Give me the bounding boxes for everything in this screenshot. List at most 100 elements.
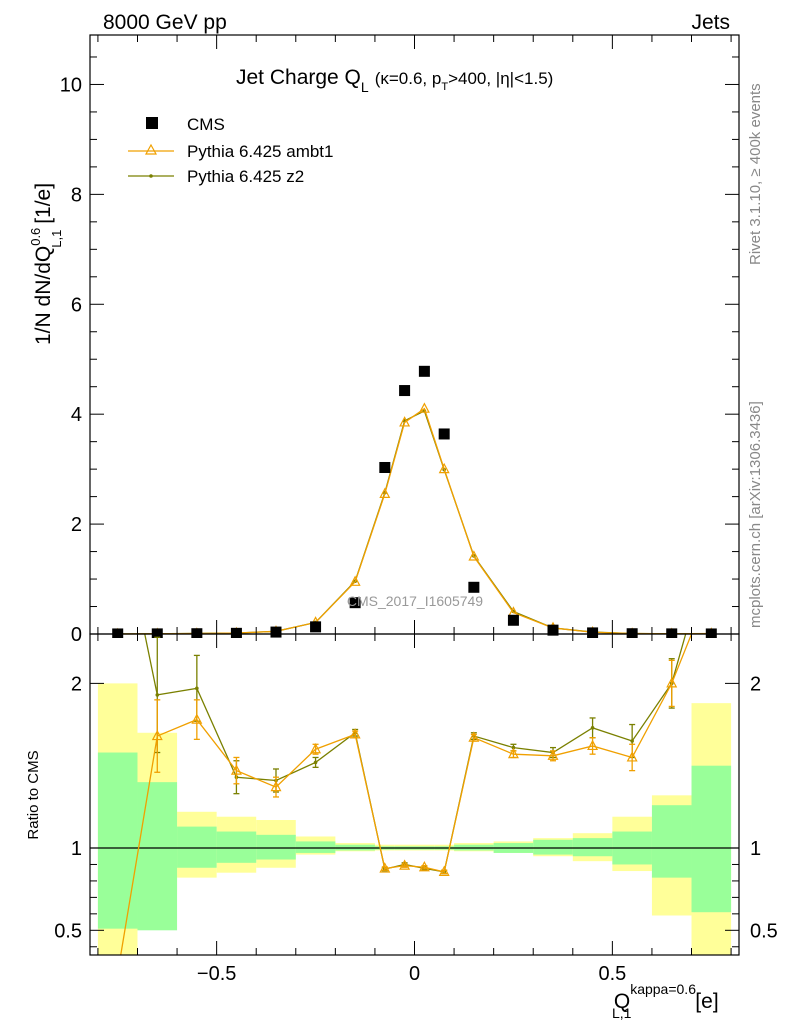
stat-band bbox=[691, 765, 732, 913]
ratio-point-ambt1 bbox=[349, 728, 361, 739]
ratio-tick-label-left: 1 bbox=[71, 838, 82, 860]
ratio-point-ambt1 bbox=[310, 742, 322, 754]
stat-band bbox=[97, 752, 138, 929]
ratio-point-ambt1 bbox=[399, 859, 411, 870]
stat-band bbox=[295, 841, 336, 853]
y-axis-label-b: [1/e] bbox=[32, 183, 55, 230]
cms-data-point bbox=[151, 628, 163, 638]
header-process-label: Jets bbox=[691, 11, 730, 34]
ratio-point-z2 bbox=[195, 686, 199, 691]
ratio-point-ambt1 bbox=[191, 713, 203, 724]
ratio-point-z2 bbox=[511, 745, 516, 750]
ratio-point-ambt1 bbox=[270, 780, 282, 792]
ratio-tick-label-left: 0.5 bbox=[54, 920, 82, 942]
ratio-point-ambt1 bbox=[230, 764, 242, 775]
ratio-line-ambt1 bbox=[120, 634, 693, 955]
legend-ambt1-label: Pythia 6.425 ambt1 bbox=[187, 142, 333, 161]
x-tick-label: 0.5 bbox=[598, 963, 626, 985]
ratio-point-ambt1 bbox=[113, 968, 122, 977]
cms-data-point bbox=[705, 628, 717, 638]
main-point-ambt1 bbox=[418, 402, 430, 413]
ratio-panel-data bbox=[113, 501, 716, 977]
ratio-point-ambt1 bbox=[707, 580, 716, 589]
main-line-ambt1 bbox=[117, 407, 712, 635]
x-axis-label-b: [e] bbox=[689, 990, 718, 1013]
ratio-point-ambt1 bbox=[418, 860, 430, 872]
y-axis-label-sup: 0.6 bbox=[28, 228, 43, 246]
ratio-tick-label-right: 2 bbox=[750, 673, 761, 695]
chart-title-main: Jet Charge Q bbox=[236, 66, 361, 89]
rivet-version-label: Rivet 3.1.10, ≥ 400k events bbox=[747, 83, 764, 265]
chart-title: Jet Charge QL (κ=0.6, pT>400, |η|<1.5) bbox=[236, 66, 553, 95]
stat-band bbox=[256, 834, 296, 860]
chart-title-cond-b: >400, |η|<1.5) bbox=[448, 69, 553, 88]
cms-data-point bbox=[507, 614, 519, 626]
ratio-point-ambt1 bbox=[666, 677, 678, 688]
ratio-point-z2 bbox=[116, 501, 120, 505]
cms-data-point bbox=[547, 624, 559, 636]
cms-data-point bbox=[349, 597, 361, 609]
stat-band bbox=[137, 782, 178, 931]
ratio-point-z2 bbox=[155, 693, 160, 697]
stat-band bbox=[572, 838, 613, 857]
stat-band bbox=[177, 826, 217, 868]
ratio-point-ambt1 bbox=[468, 731, 480, 742]
y-tick-label: 10 bbox=[60, 74, 82, 96]
stat-band bbox=[651, 805, 692, 878]
main-point-ambt1 bbox=[399, 416, 411, 427]
chart-title-sub: L bbox=[361, 79, 369, 95]
main-point-ambt1 bbox=[438, 462, 450, 474]
ratio-axis-label: Ratio to CMS bbox=[25, 750, 42, 839]
legend: CMS Pythia 6.425 ambt1 Pythia 6.425 z2 bbox=[128, 115, 333, 186]
y-axis-label-sub: L,1 bbox=[49, 230, 64, 248]
cms-data-point bbox=[310, 621, 322, 633]
cms-data-point bbox=[468, 581, 480, 593]
ratio-point-ambt1 bbox=[587, 739, 599, 751]
x-axis-label-a: Q bbox=[614, 990, 630, 1013]
main-point-ambt1 bbox=[379, 487, 391, 498]
ratio-point-z2 bbox=[313, 760, 318, 765]
ratio-point-ambt1 bbox=[507, 747, 519, 759]
y-tick-label: 8 bbox=[71, 184, 82, 206]
chart-title-cond-sub: T bbox=[441, 81, 448, 93]
y-axis-label-a: 1/N dN/dQ bbox=[32, 246, 55, 345]
ratio-point-z2 bbox=[630, 739, 634, 743]
x-axis-label-sup: kappa=0.6 bbox=[630, 981, 696, 997]
cms-data-point bbox=[230, 627, 242, 638]
ratio-point-ambt1 bbox=[151, 729, 163, 741]
stat-band bbox=[216, 831, 257, 863]
main-panel-data bbox=[112, 365, 717, 638]
x-axis-label: Qkappa=0.6 L,1 [e] bbox=[612, 981, 719, 1021]
cms-data-point bbox=[587, 627, 599, 638]
ratio-tick-label-left: 2 bbox=[71, 673, 82, 695]
cms-data-point bbox=[270, 626, 282, 638]
header-energy-label: 8000 GeV pp bbox=[103, 11, 227, 34]
ratio-point-ambt1 bbox=[626, 751, 638, 762]
legend-z2-marker bbox=[149, 174, 153, 178]
legend-cms-label: CMS bbox=[187, 115, 225, 134]
y-tick-label: 6 bbox=[71, 294, 82, 316]
cms-data-point bbox=[399, 385, 411, 397]
ratio-tick-label-right: 0.5 bbox=[750, 920, 778, 942]
mcplots-reference-label: mcplots.cern.ch [arXiv:1306.3436] bbox=[747, 401, 764, 628]
x-tick-label: −0.5 bbox=[197, 963, 236, 985]
ratio-frame bbox=[89, 633, 740, 956]
x-tick-label: 0 bbox=[409, 963, 420, 985]
cms-data-point bbox=[666, 628, 678, 638]
main-point-ambt1 bbox=[349, 575, 361, 586]
y-tick-label: 2 bbox=[71, 514, 82, 536]
ratio-point-ambt1 bbox=[379, 862, 391, 873]
legend-z2-label: Pythia 6.425 z2 bbox=[187, 167, 304, 186]
legend-cms-marker bbox=[146, 117, 158, 129]
chart-title-cond-a: (κ=0.6, p bbox=[375, 69, 442, 88]
ratio-point-z2 bbox=[709, 542, 713, 546]
axes: −0.5 0 0.5 0 2 4 6 8 10 0.5 0.5 1 1 2 2 bbox=[54, 35, 778, 985]
legend-ambt1-marker bbox=[144, 143, 158, 155]
cms-data-point bbox=[112, 628, 124, 638]
cms-data-point bbox=[418, 365, 430, 377]
cms-data-point bbox=[191, 628, 203, 638]
y-tick-label: 4 bbox=[71, 404, 82, 426]
main-point-ambt1 bbox=[468, 550, 480, 561]
y-axis-label: 1/N dN/dQ0.6 L,1 [1/e] bbox=[28, 183, 64, 345]
